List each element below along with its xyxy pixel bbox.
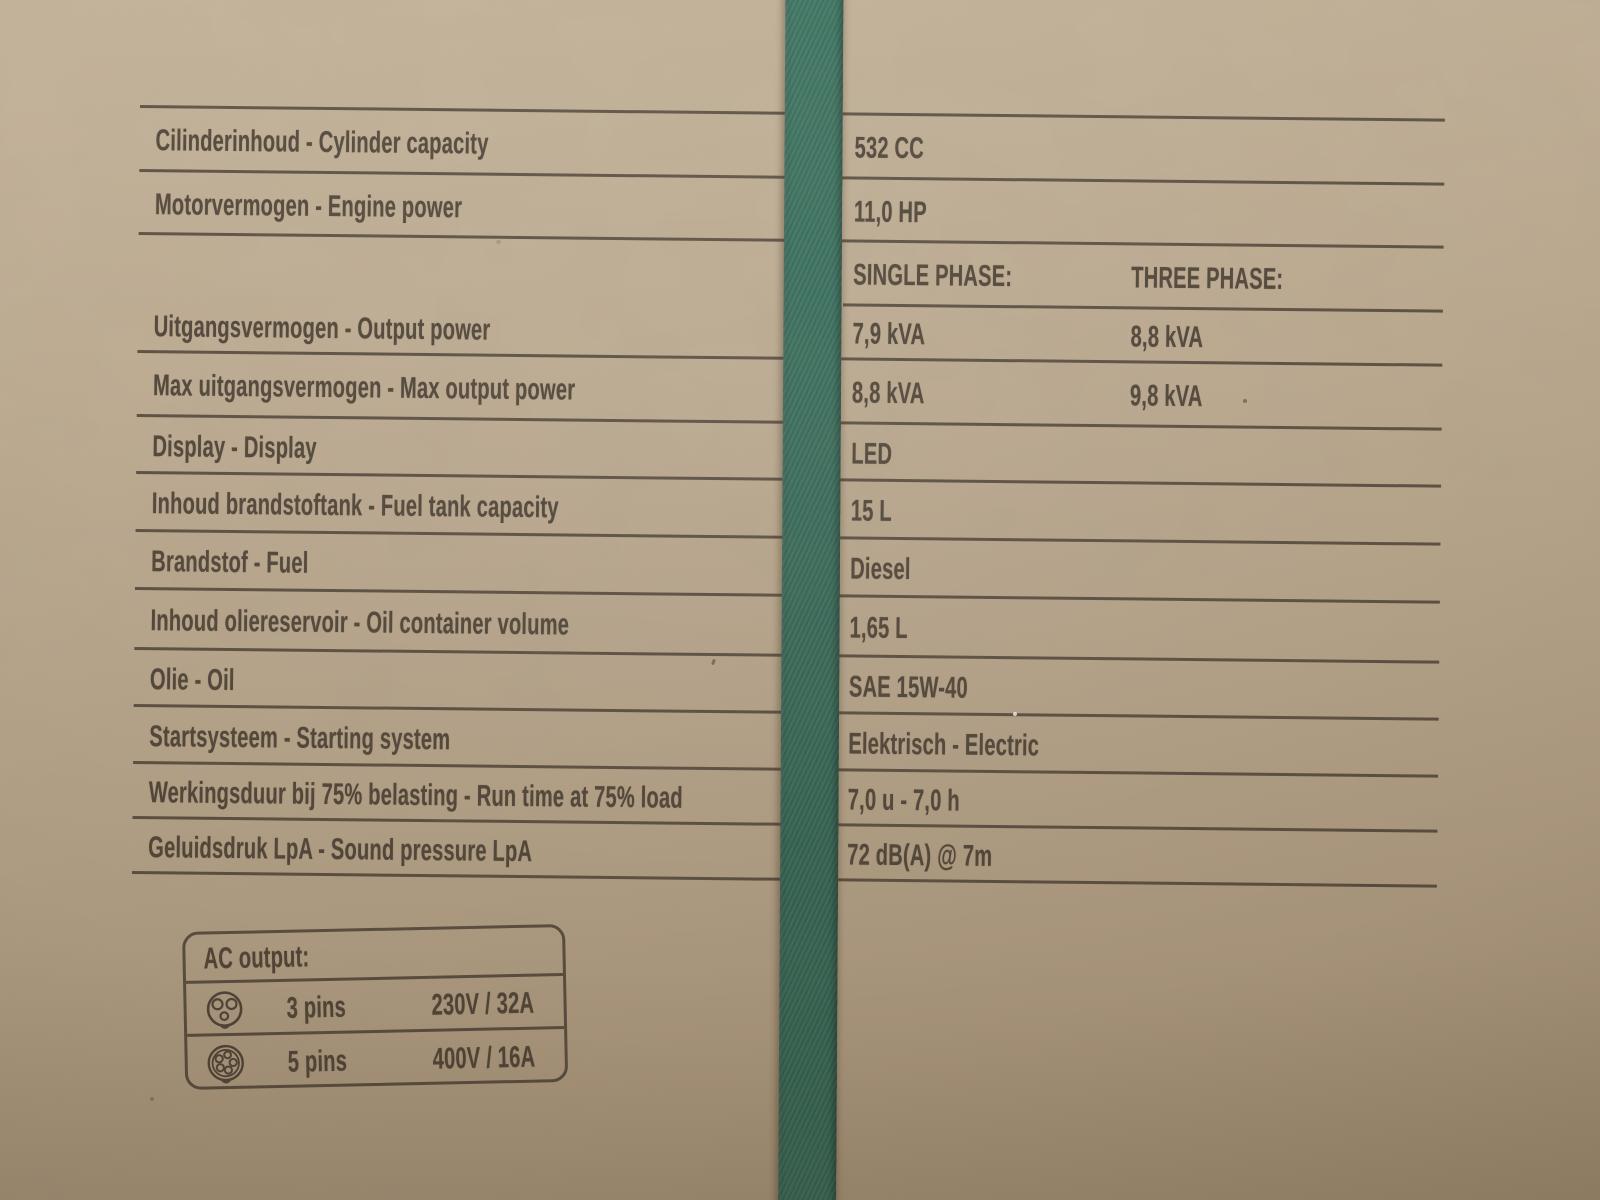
spec-value-single: 1,65 L <box>839 597 1118 657</box>
spec-label-text: Werkingsduur bij 75% belasting - Run tim… <box>148 775 684 815</box>
spec-label-text: Brandstof - Fuel <box>151 545 309 580</box>
ac-rating-text: 400V / 16A <box>432 1040 536 1076</box>
spec-value-three <box>1122 118 1445 182</box>
spec-value-text: 1,65 L <box>849 611 908 646</box>
column-header-single-phase: SINGLE PHASE: <box>842 242 1122 310</box>
spec-value-single: 72 dB(A) @ 7m <box>837 826 1116 881</box>
spec-value-single: LED <box>841 424 1120 481</box>
5-pin-connector-icon <box>207 1044 244 1083</box>
spec-value-three <box>1116 774 1439 829</box>
spec-value-text: 8,8 kVA <box>1130 320 1204 355</box>
spec-value-three <box>1122 182 1445 245</box>
spec-label-text: Inhoud oliereservoir - Oil container vol… <box>150 604 570 642</box>
spec-value-text: 11,0 HP <box>853 194 928 229</box>
spec-value-text: 7,0 u - 7,0 h <box>847 782 961 818</box>
spec-label: Display - Display <box>136 417 772 478</box>
ac-output-title-text: AC output: <box>203 940 310 976</box>
spec-label-text: Geluidsdruk LpA - Sound pressure LpA <box>148 830 533 868</box>
spec-label: Inhoud oliereservoir - Oil container vol… <box>134 590 770 654</box>
3-pin-connector-icon <box>206 991 243 1029</box>
spec-label: Olie - Oil <box>134 650 770 711</box>
spec-label: Werkingsduur bij 75% belasting - Run tim… <box>133 764 769 823</box>
column-header-text: SINGLE PHASE: <box>853 258 1013 294</box>
spec-value-text: 532 CC <box>854 131 925 166</box>
spec-value-single: 7,9 kVA <box>842 306 1121 360</box>
ac-output-panel: AC output: 3 pins 230V / 32A <box>182 923 569 1090</box>
spec-value-three <box>1115 829 1438 884</box>
ac-pins-label: 5 pins <box>267 1042 433 1079</box>
spec-value-text: 8,8 kVA <box>851 376 925 411</box>
spec-value-three: 8,8 kVA <box>1120 309 1443 363</box>
spec-value-text: 15 L <box>850 494 892 528</box>
spec-value-single: 11,0 HP <box>844 179 1123 242</box>
spec-label-text: Uitgangsvermogen - Output power <box>153 310 491 347</box>
ac-pins-label: 3 pins <box>266 989 432 1026</box>
photo-speck <box>496 240 501 244</box>
spec-label: Max uitgangsvermogen - Max output power <box>137 353 773 421</box>
spec-value-text: Diesel <box>850 552 911 587</box>
spec-value-single: SAE 15W-40 <box>839 657 1118 714</box>
photo-speck <box>1243 399 1247 403</box>
photo-speck <box>150 1097 154 1101</box>
ac-pins-text: 5 pins <box>287 1044 348 1079</box>
spec-label: Motorvermogen - Engine power <box>139 172 775 239</box>
spec-value-three <box>1119 484 1442 542</box>
ac-rating-value: 400V / 16A <box>432 1039 586 1076</box>
spec-label: Uitgangsvermogen - Output power <box>137 299 772 357</box>
ac-output-row-5pin: 5 pins 400V / 16A <box>187 1029 565 1090</box>
spec-label-empty <box>138 235 774 306</box>
spec-label-text: Display - Display <box>152 429 317 465</box>
spec-value-text: 9,8 kVA <box>1129 379 1203 414</box>
spec-label-text: Max uitgangsvermogen - Max output power <box>152 369 576 407</box>
packing-strap <box>778 0 844 1200</box>
spec-value-single: 15 L <box>841 481 1120 539</box>
spec-value-three <box>1117 660 1440 717</box>
spec-label: Inhoud brandstoftank - Fuel tank capacit… <box>136 474 772 536</box>
spec-label: Brandstof - Fuel <box>135 532 771 594</box>
spec-value-single: 8,8 kVA <box>842 360 1121 424</box>
ac-rating-value: 230V / 32A <box>431 986 585 1023</box>
spec-label-text: Cilinderinhoud - Cylinder capacity <box>155 124 489 161</box>
column-header-text: THREE PHASE: <box>1131 261 1284 296</box>
spec-label: Geluidsdruk LpA - Sound pressure LpA <box>132 819 768 878</box>
spec-value-three <box>1117 600 1440 660</box>
spec-value-single: 7,0 u - 7,0 h <box>838 771 1117 826</box>
ac-output-row-3pin: 3 pins 230V / 32A <box>186 976 565 1037</box>
spec-label-text: Startsysteem - Starting system <box>149 719 451 756</box>
spec-value-text: SAE 15W-40 <box>848 669 969 705</box>
spec-value-text: Elektrisch - Electric <box>848 726 1040 762</box>
spec-value-text: 7,9 kVA <box>852 317 926 352</box>
spec-label-text: Olie - Oil <box>149 662 235 697</box>
spec-value-single: Elektrisch - Electric <box>838 714 1117 771</box>
ac-output-title: AC output: <box>185 927 564 984</box>
spec-label: Startsysteem - Starting system <box>133 707 769 768</box>
spec-label: Cilinderinhoud - Cylinder capacity <box>139 108 775 176</box>
ac-rating-text: 230V / 32A <box>431 986 535 1022</box>
spec-value-text: LED <box>851 436 893 471</box>
spec-value-three <box>1118 542 1441 600</box>
spec-label-text: Inhoud brandstoftank - Fuel tank capacit… <box>151 487 559 525</box>
column-header-three-phase: THREE PHASE: <box>1120 245 1444 313</box>
spec-value-three <box>1119 427 1442 484</box>
spec-label-text: Motorvermogen - Engine power <box>154 187 463 224</box>
spec-value-three <box>1116 717 1439 774</box>
spec-value-single: 532 CC <box>844 115 1123 179</box>
spec-value-single: Diesel <box>840 539 1119 597</box>
spec-value-three: 9,8 kVA <box>1120 363 1443 427</box>
spec-value-text: 72 dB(A) @ 7m <box>847 837 993 873</box>
photo-speck <box>1013 712 1017 716</box>
ac-pins-text: 3 pins <box>286 990 347 1025</box>
